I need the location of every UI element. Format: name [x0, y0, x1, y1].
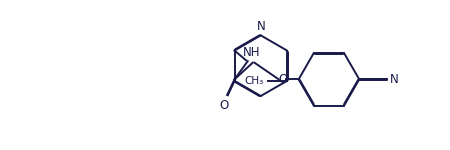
Text: N: N [390, 73, 399, 86]
Text: O: O [219, 99, 228, 112]
Text: O: O [279, 73, 288, 86]
Text: CH₃: CH₃ [244, 76, 263, 86]
Text: NH: NH [243, 46, 260, 59]
Text: N: N [256, 20, 265, 33]
